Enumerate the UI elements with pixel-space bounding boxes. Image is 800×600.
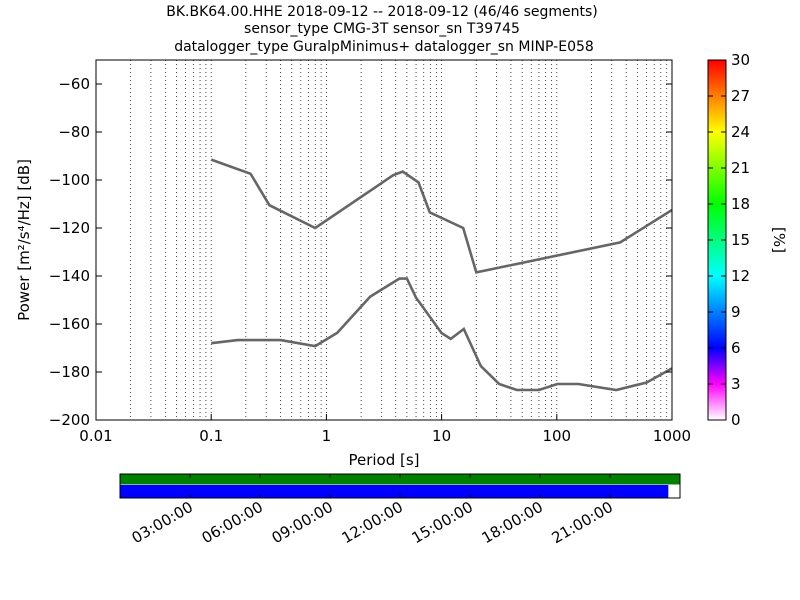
colorbar-tick-label: 0	[731, 411, 741, 429]
timeline-data-used	[120, 485, 669, 498]
y-tick-label: −160	[49, 315, 90, 333]
timeline-tick-label: 03:00:00	[129, 498, 196, 547]
timeline-tick-label: 09:00:00	[269, 498, 336, 547]
colorbar-tick-label: 27	[731, 87, 750, 105]
colorbar-tick-label: 24	[731, 123, 750, 141]
x-tick-label: 1	[322, 427, 332, 445]
axis-layer: −200 −180 −160 −140 −120 −100 −80 −60 0.01 0.1 1 10…	[49, 75, 691, 445]
x-tick-label: 0.01	[79, 427, 112, 445]
timeline-coverage: 03:00:00 06:00:00 09:00:00 12:00:00 15:00:00…	[119, 473, 681, 547]
timeline-tick-label: 21:00:00	[549, 498, 616, 547]
chart-title-line-2: sensor_type CMG-3T sensor_sn T39745	[244, 21, 520, 37]
colorbar-tick-label: 30	[731, 51, 750, 69]
y-tick-label: −60	[58, 75, 90, 93]
colorbar-tick-label: 15	[731, 231, 750, 249]
timeline-tick-label: 06:00:00	[199, 498, 266, 547]
nhnm-curve	[210, 158, 672, 274]
colorbar-tick-label: 21	[731, 159, 750, 177]
y-tick-label: −140	[49, 267, 90, 285]
y-tick-label: −180	[49, 363, 90, 381]
y-axis-label: Power [m²/s⁴/Hz] [dB]	[15, 159, 33, 321]
colorbar-tick-label: 12	[731, 267, 750, 285]
colorbar-tick-label: 6	[731, 339, 741, 357]
grid-layer	[130, 60, 668, 420]
colorbar-tick-label: 3	[731, 375, 741, 393]
timeline-tick-label: 15:00:00	[409, 498, 476, 547]
plot-background	[96, 60, 672, 420]
x-axis-label: Period [s]	[348, 451, 419, 469]
colorbar-label: [%]	[770, 227, 788, 253]
x-tick-label: 0.1	[199, 427, 223, 445]
y-tick-label: −100	[49, 171, 90, 189]
plot-frame	[95, 59, 673, 421]
timeline-tick-label: 12:00:00	[339, 498, 406, 547]
colorbar-tick-label: 18	[731, 195, 750, 213]
chart-title-line-1: BK.BK64.00.HHE 2018-09-12 -- 2018-09-12 …	[166, 4, 598, 20]
nlnm-curve	[211, 277, 672, 392]
colorbar-tick-label: 9	[731, 303, 741, 321]
colorbar-ticks: 0 3 6 9 12 15 18 21 24 27 30	[708, 51, 750, 429]
timeline-data-available	[120, 474, 680, 485]
y-tick-label: −200	[49, 411, 90, 429]
x-tick-label: 1000	[653, 427, 691, 445]
x-tick-label: 100	[542, 427, 571, 445]
y-tick-label: −80	[58, 123, 90, 141]
chart-title-line-3: datalogger_type GuralpMinimus+ datalogge…	[174, 39, 594, 55]
timeline-tick-label: 18:00:00	[479, 498, 546, 547]
curve-layer	[210, 158, 672, 392]
x-tick-label: 10	[432, 427, 451, 445]
y-tick-label: −120	[49, 219, 90, 237]
